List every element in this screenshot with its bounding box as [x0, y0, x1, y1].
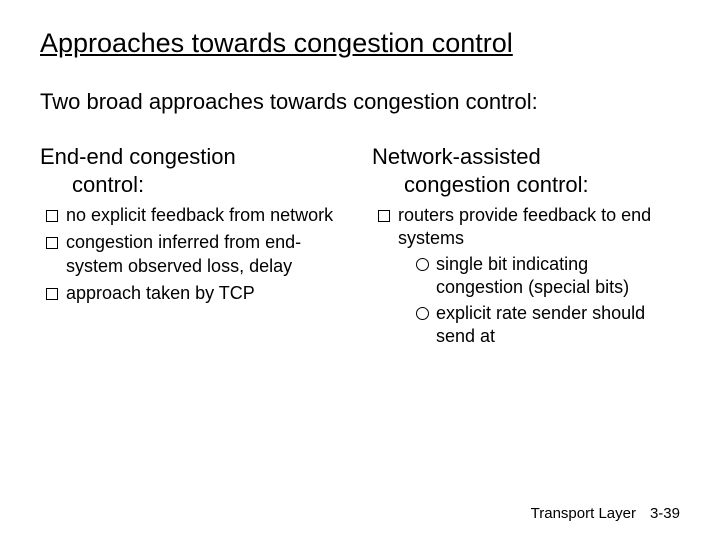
slide-footer: Transport Layer 3-39 — [531, 505, 680, 522]
right-column: Network-assisted congestion control: rou… — [372, 143, 680, 352]
list-item: no explicit feedback from network — [46, 204, 348, 227]
slide-subtitle: Two broad approaches towards congestion … — [40, 89, 680, 115]
right-column-heading: Network-assisted congestion control: — [372, 143, 680, 198]
list-item: approach taken by TCP — [46, 282, 348, 305]
list-item: congestion inferred from end-system obse… — [46, 231, 348, 278]
footer-section: Transport Layer — [531, 505, 636, 522]
right-heading-line1: Network-assisted — [372, 144, 541, 169]
right-heading-line2: congestion control: — [378, 171, 680, 199]
sub-list-item: explicit rate sender should send at — [416, 302, 680, 349]
left-column-heading: End-end congestion control: — [40, 143, 348, 198]
right-bullet-list: routers provide feedback to end systems … — [372, 204, 680, 348]
left-heading-line1: End-end congestion — [40, 144, 236, 169]
content-columns: End-end congestion control: no explicit … — [40, 143, 680, 352]
list-item-text: routers provide feedback to end systems — [398, 205, 651, 248]
footer-page-number: 3-39 — [650, 505, 680, 522]
list-item: routers provide feedback to end systems … — [378, 204, 680, 348]
left-heading-line2: control: — [46, 171, 348, 199]
sub-bullet-list: single bit indicating congestion (specia… — [398, 253, 680, 349]
slide-title: Approaches towards congestion control — [40, 28, 680, 59]
sub-list-item: single bit indicating congestion (specia… — [416, 253, 680, 300]
left-column: End-end congestion control: no explicit … — [40, 143, 348, 352]
left-bullet-list: no explicit feedback from network conges… — [40, 204, 348, 306]
